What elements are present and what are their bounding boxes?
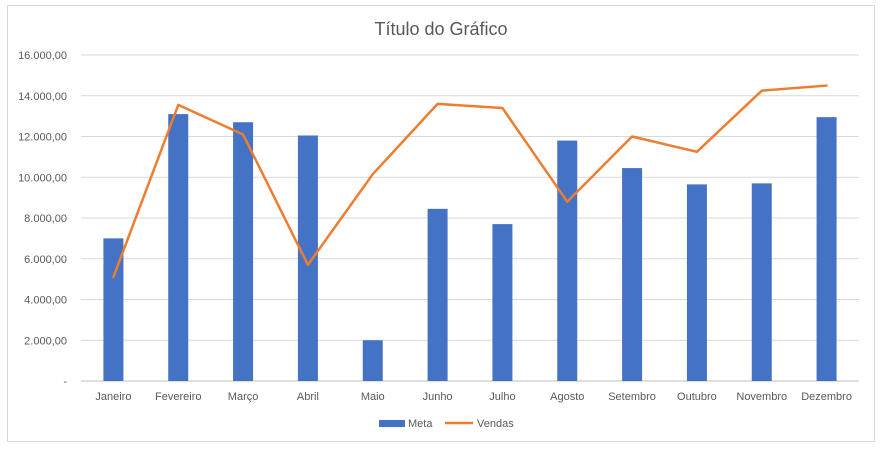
- x-tick-label: Agosto: [550, 391, 584, 403]
- chart-area[interactable]: Título do Gráfico - 2.000,00 4.000,00 6.000…: [7, 5, 875, 442]
- meta-bars: [103, 114, 837, 382]
- x-tick-label: Setembro: [608, 391, 656, 403]
- y-tick-label: 6.000,00: [24, 254, 67, 266]
- x-tick-label: Janeiro: [95, 391, 131, 403]
- y-tick-label: 12.000,00: [18, 132, 67, 144]
- bar-meta-dezembro: [816, 117, 837, 382]
- legend-meta-swatch: [379, 420, 405, 427]
- y-tick-label: 14.000,00: [18, 91, 67, 103]
- bar-meta-novembro: [751, 183, 772, 381]
- x-axis-tick-labels: Janeiro Fevereiro Março Abril Maio Junho Julho…: [95, 391, 852, 403]
- bar-meta-janeiro: [103, 238, 124, 381]
- gridlines: [81, 54, 859, 382]
- bar-meta-abril: [297, 135, 318, 381]
- bar-meta-junho: [427, 208, 448, 381]
- y-tick-label: -: [63, 376, 67, 388]
- x-tick-label: Dezembro: [801, 391, 852, 403]
- x-tick-label: Abril: [297, 391, 319, 403]
- x-tick-label: Maio: [361, 391, 385, 403]
- y-tick-label: 10.000,00: [18, 172, 67, 184]
- bar-meta-agosto: [557, 140, 578, 381]
- x-tick-label: Junho: [423, 391, 453, 403]
- x-tick-label: Julho: [489, 391, 515, 403]
- x-tick-label: Fevereiro: [155, 391, 201, 403]
- y-tick-label: 4.000,00: [24, 295, 67, 307]
- x-tick-label: Março: [228, 391, 259, 403]
- chart-title: Título do Gráfico: [374, 19, 507, 39]
- y-tick-label: 8.000,00: [24, 213, 67, 225]
- legend-meta-label: Meta: [408, 418, 433, 430]
- bar-meta-fevereiro: [168, 114, 189, 382]
- x-tick-label: Novembro: [736, 391, 787, 403]
- bar-meta-março: [233, 122, 254, 382]
- legend: Meta Vendas: [379, 418, 514, 430]
- bar-meta-setembro: [622, 168, 643, 381]
- line-vendas: [112, 84, 828, 279]
- legend-vendas-label: Vendas: [477, 418, 514, 430]
- vendas-line-series: [112, 84, 828, 279]
- bar-meta-maio: [362, 340, 383, 381]
- y-tick-label: 2.000,00: [24, 335, 67, 347]
- y-tick-label: 16.000,00: [18, 50, 67, 62]
- bar-meta-julho: [492, 224, 513, 381]
- bar-meta-outubro: [686, 184, 707, 381]
- y-axis-tick-labels: - 2.000,00 4.000,00 6.000,00 8.000,00 10.000,…: [18, 50, 67, 388]
- x-tick-label: Outubro: [677, 391, 717, 403]
- combo-chart: Título do Gráfico - 2.000,00 4.000,00 6.000…: [18, 19, 859, 430]
